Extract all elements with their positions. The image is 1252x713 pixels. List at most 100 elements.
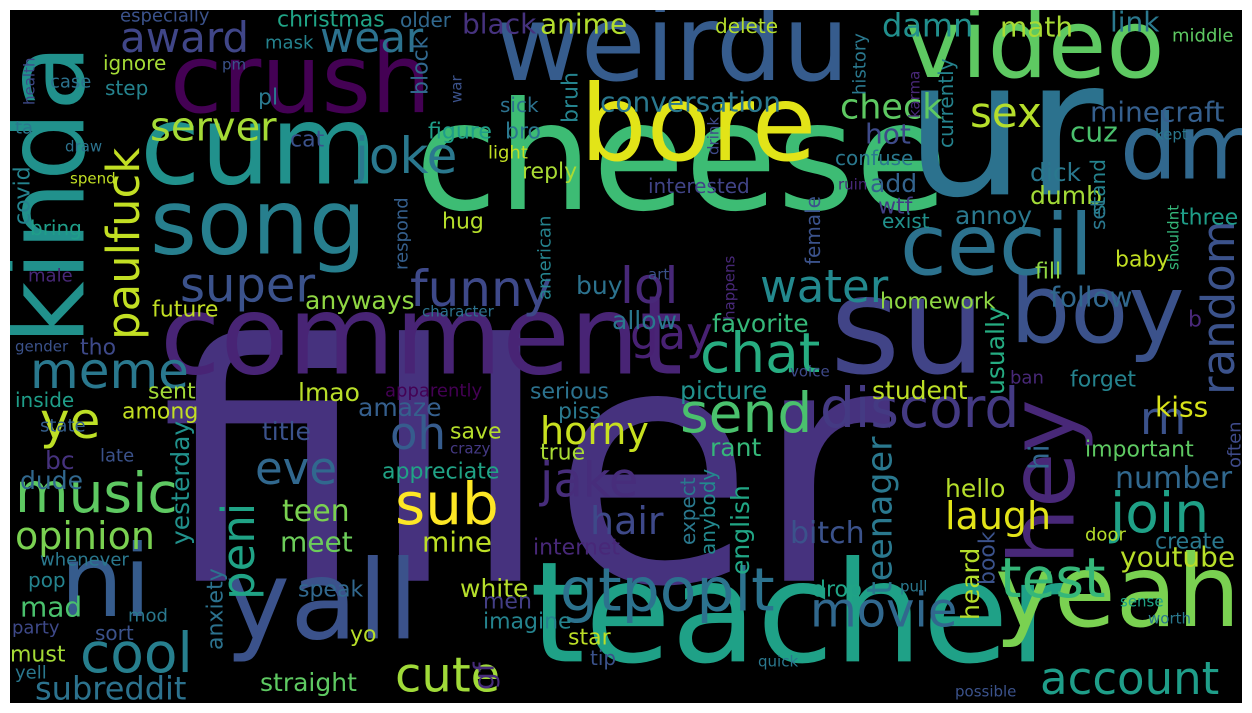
word-forget: forget [1070,368,1136,393]
word-kept: kept [1155,125,1188,143]
word-bro: bro [505,120,541,145]
word-gf: gf [467,661,500,690]
word-opinion: opinion [15,514,155,558]
word-straight: straight [260,668,357,697]
word-funny: funny [410,260,552,318]
word-kinda: kinda [10,44,110,345]
word-rn: rn [1140,392,1186,445]
word-speak: speak [298,578,363,603]
word-hair: hair [590,499,664,543]
word-dm: dm [1120,95,1242,200]
word-yell: yell [15,663,47,684]
word-comment: comment [160,272,683,400]
word-laugh: laugh [945,494,1051,538]
word-set: set [1086,199,1110,230]
word-hi: hi [1022,444,1055,470]
word-respond: respond [392,197,413,270]
word-expect: expect [676,477,700,545]
word-star: star [568,626,612,651]
word-health: health [20,58,38,105]
word-hey: hey [990,399,1095,565]
word-hot: hot [865,117,911,150]
word-cheese: cheese [415,71,948,245]
word-three: three [1180,206,1238,231]
word-heard: heard [956,548,985,620]
word-yeah: yeah [995,533,1240,650]
word-favorite: favorite [712,309,809,338]
word-sick: sick [500,93,539,117]
word-crazy: crazy [450,439,490,457]
word-student: student [872,376,968,405]
word-wtf: wtf [878,195,914,220]
word-teacher: teacher [530,532,1067,695]
word-exist: exist [882,209,930,233]
word-future: future [152,298,218,323]
word-anxiety: anxiety [204,568,229,650]
cloud-background [10,10,1242,703]
word-horny: horny [540,409,649,453]
word-gay: gay [630,307,713,360]
word-tip: tip [590,646,616,670]
word-must: must [10,643,66,668]
word-subreddit: subreddit [35,669,186,703]
word-gtpoplt: gtpoplt [560,556,775,626]
word-award: award [120,13,249,62]
word-anyways: anyways [305,286,415,315]
word-cool: cool [80,621,193,685]
word-light: light [488,143,528,164]
word-pm: pm [222,55,246,73]
word-mine: mine [422,525,492,558]
word-conversation: conversation [600,85,781,118]
word-shouldnt: shouldnt [1164,205,1182,270]
word-fill: fill [1035,260,1061,285]
word-step: step [105,76,148,100]
word-yall: yall [225,537,419,665]
word-mask: mask [265,33,314,54]
word-send: send [680,381,812,445]
word-oh: oh [390,407,446,460]
word-spend: spend [70,169,116,187]
word-among: among [122,400,198,425]
word-block: block [409,36,434,95]
word-state: state [40,416,86,437]
word-men: men [483,590,532,615]
word-tho: tho [80,336,116,361]
word-buy: buy [576,271,623,300]
word-test: test [1000,546,1106,610]
word-allow: allow [612,306,677,335]
word-confuse: confuse [835,146,913,170]
word-eve: eve [255,442,337,495]
word-sort: sort [95,621,134,645]
word-server: server [150,104,277,150]
word-imagine: imagine [483,610,572,635]
word-middle: middle [1172,26,1233,47]
word-su: su [830,248,986,405]
word-amaze: amaze [358,393,442,422]
word-homework: homework [880,290,996,315]
word-character: character [422,302,495,320]
word-lmao: lmao [298,378,360,407]
word-mad: mad [20,590,82,623]
word-karma: karma [905,71,923,118]
word-male: male [28,266,73,287]
word-follow: follow [1050,280,1133,313]
word-delete: delete [715,14,778,38]
word-damn: damn [882,10,973,44]
word-ye: ye [40,392,100,450]
word-currently: currently [934,58,958,148]
word-joke: joke [354,127,457,185]
word-join: join [1109,481,1209,545]
word-history: history [850,33,871,95]
word-number: number [1115,461,1233,496]
word-title: title [262,417,311,446]
word-cute: cute [395,647,500,703]
word-picture: picture [680,376,767,405]
word-dumb: dumb [1030,181,1102,210]
word-internet: internet [533,536,620,561]
word-b: b [1188,308,1202,333]
word-video: video [905,10,1165,100]
word-piss: piss [558,400,601,425]
word-paulfuck: paulfuck [97,148,150,340]
